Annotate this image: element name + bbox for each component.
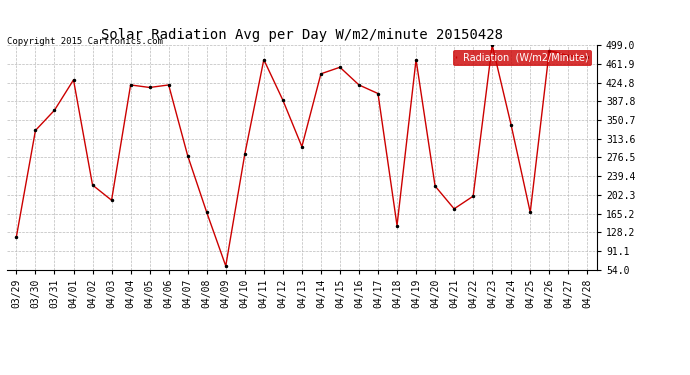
Title: Solar Radiation Avg per Day W/m2/minute 20150428: Solar Radiation Avg per Day W/m2/minute …: [101, 28, 503, 42]
Text: Copyright 2015 Cartronics.com: Copyright 2015 Cartronics.com: [7, 38, 163, 46]
Legend: Radiation  (W/m2/Minute): Radiation (W/m2/Minute): [453, 50, 592, 66]
